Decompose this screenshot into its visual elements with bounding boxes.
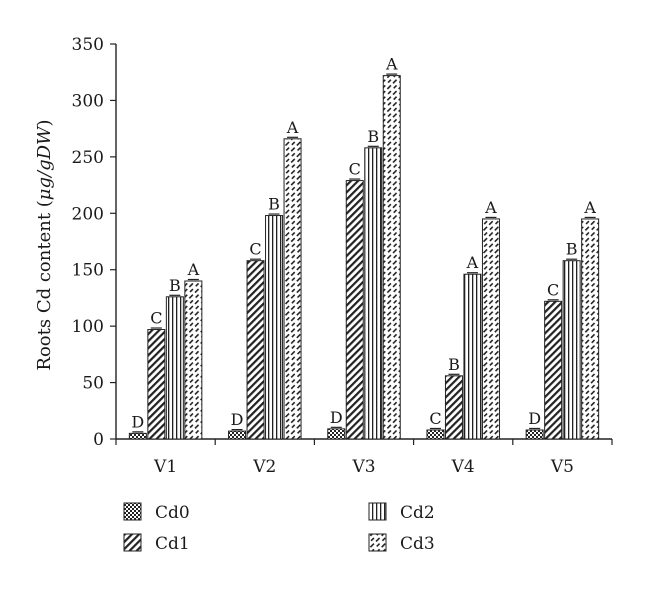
bar-cd0-v4	[426, 429, 445, 440]
y-axis-title-suffix: )	[34, 119, 55, 126]
y-tick-label: 350	[72, 35, 104, 55]
bar-cd1-v3	[345, 180, 364, 440]
significance-letter: B	[448, 355, 460, 374]
x-tick-labels: V1 V2 V3 V4 V5	[153, 457, 574, 477]
bar-cd3-v4	[481, 218, 500, 440]
y-tick-label: 250	[72, 148, 104, 168]
y-tick-label: 100	[72, 317, 104, 337]
bar-cd0-v1	[128, 432, 147, 440]
legend-label-cd2: Cd2	[400, 503, 435, 523]
y-axis-title-unit: μg/gDW	[34, 125, 55, 200]
significance-letter: A	[484, 198, 497, 217]
x-tick-label: V3	[351, 457, 375, 477]
bar-cd1-v4	[444, 375, 463, 440]
significance-letter: D	[231, 410, 244, 429]
bar-cd1-v1	[147, 329, 166, 440]
significance-letter: A	[286, 118, 299, 137]
bar-cd2-v5	[562, 260, 581, 440]
significance-letter: B	[169, 276, 181, 295]
significance-letter: A	[466, 253, 479, 272]
significance-letter: C	[547, 280, 559, 299]
bar-cd1-v5	[544, 300, 563, 440]
significance-letter: A	[583, 198, 596, 217]
bar-cd3-v5	[581, 218, 600, 440]
significance-letter: C	[429, 409, 441, 428]
y-tick-label: 0	[93, 430, 104, 450]
bar-cd2-v3	[364, 147, 383, 440]
legend-label-cd0: Cd0	[155, 503, 190, 523]
bar-cd0-v5	[525, 429, 544, 440]
bar-cd2-v1	[165, 296, 184, 440]
bar-cd3-v2	[283, 138, 302, 440]
legend-swatch-cd2	[368, 502, 387, 521]
y-axis-title-prefix: Roots Cd content (	[34, 200, 55, 370]
x-tick-label: V2	[252, 457, 276, 477]
bar-cd3-v1	[184, 280, 203, 440]
y-tick-label: 50	[82, 374, 104, 394]
bar-cd0-v3	[327, 428, 346, 440]
significance-letter: B	[268, 195, 280, 214]
legend-swatch-cd3	[368, 533, 387, 552]
bar-cd1-v2	[246, 260, 265, 440]
y-tick-label: 300	[72, 91, 104, 111]
significance-letter: A	[385, 55, 398, 74]
y-axis-title: Roots Cd content (μg/gDW)	[34, 119, 55, 370]
significance-letter: D	[528, 409, 541, 428]
x-tick-label: V5	[550, 457, 574, 477]
x-tick-label: V1	[153, 457, 177, 477]
significance-letter: A	[187, 260, 200, 279]
bar-cd2-v2	[265, 215, 284, 440]
significance-letter: C	[150, 309, 162, 328]
legend-label-cd3: Cd3	[400, 534, 435, 554]
significance-letter: C	[249, 240, 261, 259]
legend-swatch-cd0	[123, 502, 142, 521]
legend-label-cd1: Cd1	[155, 534, 190, 554]
y-tick-label: 150	[72, 261, 104, 281]
bar-cd3-v3	[382, 75, 401, 440]
legend: Cd0 Cd1 Cd2 Cd3	[123, 502, 435, 554]
y-tick-labels: 0 50 100 150 200 250 300 350	[72, 35, 104, 450]
bar-cd0-v2	[228, 430, 247, 440]
bar-cd2-v4	[463, 273, 482, 440]
significance-letter: B	[566, 240, 578, 259]
significance-letter: C	[349, 160, 361, 179]
significance-letter: D	[330, 408, 343, 427]
legend-swatch-cd1	[123, 533, 142, 552]
x-tick-label: V4	[451, 457, 475, 477]
y-tick-label: 200	[72, 204, 104, 224]
bars	[128, 73, 600, 440]
significance-letter: D	[131, 412, 144, 431]
significance-letter: B	[367, 127, 379, 146]
